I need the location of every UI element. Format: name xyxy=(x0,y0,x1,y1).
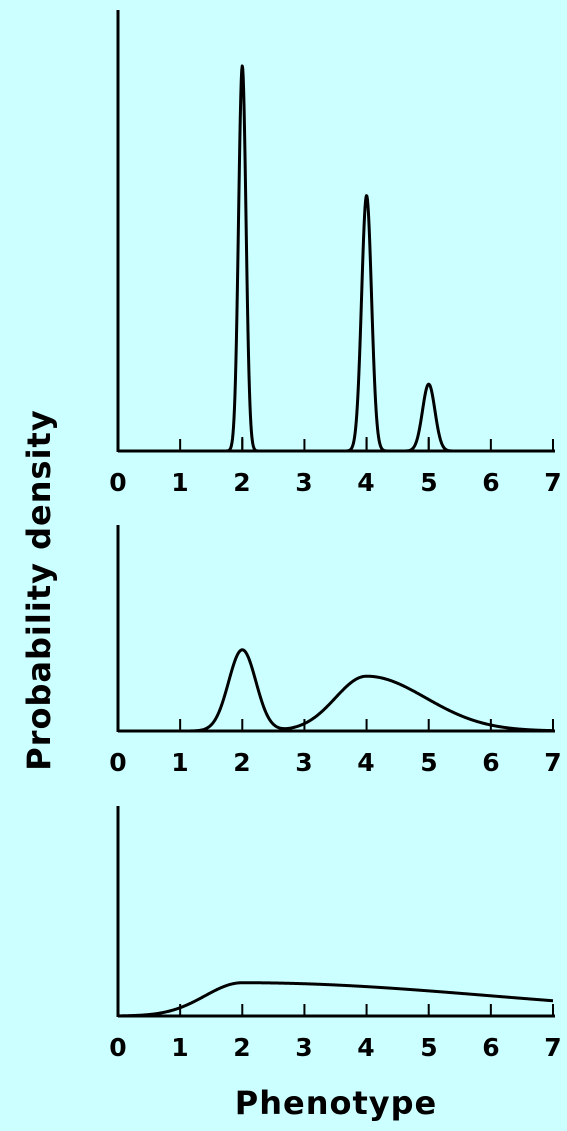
panel-top-tick-label: 4 xyxy=(357,468,374,497)
panel-top-density-curve xyxy=(116,64,555,453)
panel-bottom-ticks xyxy=(117,1004,554,1016)
panel-bottom-tick-label: 2 xyxy=(233,1033,250,1062)
panel-top-ticks xyxy=(117,439,554,451)
panel-bottom-tick-label: 5 xyxy=(420,1033,437,1062)
panel-middle-tick-label: 0 xyxy=(109,748,126,777)
x-axis-title: Phenotype xyxy=(235,1084,437,1122)
panel-middle-tick-label: 2 xyxy=(233,748,250,777)
panel-middle-tick-label: 4 xyxy=(357,748,374,777)
panel-top-tick-labels: 0 1 2 3 4 5 6 7 xyxy=(109,468,561,497)
panel-bottom-tick-label: 6 xyxy=(482,1033,499,1062)
panel-top-tick-label: 6 xyxy=(482,468,499,497)
panel-top-tick-label: 1 xyxy=(171,468,188,497)
y-axis-title: Probability density xyxy=(20,409,58,770)
panel-top: 0 1 2 3 4 5 6 7 xyxy=(109,10,562,497)
panel-bottom: 0 1 2 3 4 5 6 7 xyxy=(109,806,562,1062)
panel-middle-tick-label: 3 xyxy=(295,748,312,777)
panel-middle-tick-label: 6 xyxy=(482,748,499,777)
panel-top-peak-markers xyxy=(241,437,430,451)
panel-bottom-density-curve xyxy=(116,981,555,1018)
panel-bottom-tick-labels: 0 1 2 3 4 5 6 7 xyxy=(109,1033,561,1062)
panel-middle-tick-label: 5 xyxy=(420,748,437,777)
panel-middle-density-curve xyxy=(116,648,555,733)
panel-bottom-tick-label: 0 xyxy=(109,1033,126,1062)
panel-bottom-tick-label: 3 xyxy=(295,1033,312,1062)
panel-middle: 0 1 2 3 4 5 6 7 xyxy=(109,525,562,777)
panel-bottom-tick-label: 4 xyxy=(357,1033,374,1062)
panel-top-tick-label: 0 xyxy=(109,468,126,497)
panel-middle-tick-labels: 0 1 2 3 4 5 6 7 xyxy=(109,748,561,777)
panel-top-tick-label: 5 xyxy=(420,468,437,497)
panel-top-tick-label: 3 xyxy=(295,468,312,497)
panel-top-tick-label: 2 xyxy=(233,468,250,497)
panel-bottom-tick-label: 7 xyxy=(544,1033,561,1062)
panel-middle-tick-label: 7 xyxy=(544,748,561,777)
panel-bottom-tick-label: 1 xyxy=(171,1033,188,1062)
panel-middle-tick-label: 1 xyxy=(171,748,188,777)
panel-top-tick-label: 7 xyxy=(544,468,561,497)
